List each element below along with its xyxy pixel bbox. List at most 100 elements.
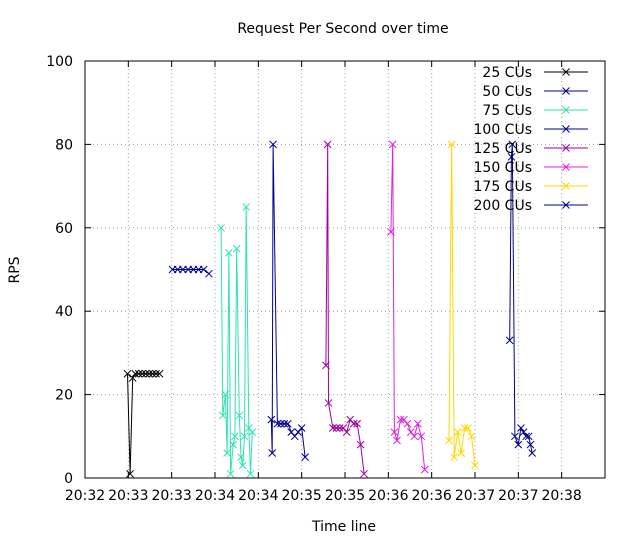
y-tick-label: 40 (55, 304, 73, 320)
x-tick-label: 20:38 (541, 488, 581, 504)
data-point (126, 469, 134, 478)
legend-entry: 175 CUs (474, 179, 588, 195)
data-point (217, 223, 225, 232)
data-point (388, 140, 397, 149)
data-point (342, 428, 351, 436)
x-tick-label: 20:33 (151, 488, 191, 504)
data-point (246, 469, 255, 478)
legend-entry: 25 CUs (482, 65, 588, 81)
legend-label: 150 CUs (474, 160, 533, 176)
data-point (528, 449, 537, 457)
legend-label: 175 CUs (474, 179, 533, 195)
data-point (445, 436, 453, 445)
data-point (229, 440, 238, 449)
data-point (522, 432, 530, 441)
data-point (267, 415, 276, 424)
legend-entry: 125 CUs (474, 141, 588, 157)
chart-title: Request Per Second over time (237, 21, 448, 37)
data-point (238, 461, 247, 470)
x-tick-label: 20:36 (411, 488, 451, 504)
data-point (152, 369, 160, 378)
data-point (277, 419, 285, 428)
data-point (235, 411, 244, 420)
legend-label: 125 CUs (474, 141, 533, 157)
data-point (413, 419, 422, 428)
data-point (396, 415, 405, 424)
legend-label: 75 CUs (482, 103, 532, 119)
legend-label: 50 CUs (482, 84, 532, 100)
data-point (148, 369, 157, 378)
data-point (524, 432, 533, 441)
y-tick-label: 100 (46, 54, 73, 70)
data-point (329, 424, 337, 432)
data-point (457, 449, 465, 457)
data-point (353, 419, 361, 428)
data-point (242, 203, 251, 211)
data-point (467, 432, 476, 441)
series-6 (387, 140, 429, 474)
data-point (324, 399, 333, 407)
data-point (393, 436, 401, 445)
data-point (335, 424, 344, 432)
series-7 (445, 140, 479, 470)
data-point (199, 265, 208, 274)
data-point (131, 369, 140, 378)
y-tick-label: 60 (55, 221, 73, 237)
data-point (123, 369, 132, 378)
series-2 (168, 265, 213, 278)
legend-marker (562, 87, 570, 95)
data-point (226, 469, 235, 478)
grid (85, 61, 605, 478)
y-tick-label: 20 (55, 388, 73, 404)
data-point (511, 432, 519, 441)
data-point (517, 424, 525, 432)
legend-marker (562, 106, 570, 114)
data-point (508, 140, 517, 149)
x-tick-label: 20:36 (368, 488, 408, 504)
y-tick-label: 80 (55, 137, 73, 153)
legend-entry: 100 CUs (474, 122, 588, 138)
data-point (360, 469, 368, 478)
legend-marker (562, 125, 570, 133)
data-point (232, 244, 241, 253)
data-point (507, 153, 516, 161)
x-tick-label: 20:37 (498, 488, 538, 504)
legend-marker (562, 68, 570, 76)
x-tick-label: 20:33 (108, 488, 148, 504)
data-point (460, 424, 469, 432)
legend-marker (562, 182, 570, 190)
y-tick-label: 0 (64, 471, 73, 487)
data-point (464, 424, 472, 432)
data-point (453, 428, 462, 436)
legend-entry: 50 CUs (482, 84, 588, 100)
data-point (390, 428, 399, 436)
x-axis-label: Time line (311, 519, 376, 535)
legend: 25 CUs 50 CUs 75 CUs 100 CUs 125 CUs 150 CUs 1… (474, 65, 588, 214)
series-5 (322, 140, 368, 478)
data-point (297, 424, 306, 432)
y-axis-label: RPS (7, 256, 23, 283)
data-point (231, 432, 239, 441)
data-point (268, 449, 277, 457)
data-point (225, 248, 233, 257)
x-tick-label: 20:35 (281, 488, 321, 504)
data-point (248, 428, 257, 436)
data-point (280, 419, 289, 428)
data-point (410, 432, 419, 441)
series-lines (123, 140, 537, 478)
data-point (322, 361, 330, 370)
data-point (323, 140, 332, 149)
axes: 20:32 20:33 20:33 20:34 20:34 20:35 20:35 20:36… (46, 54, 606, 504)
data-point (471, 461, 479, 470)
legend-marker (562, 163, 570, 171)
data-point (417, 432, 426, 441)
data-point (273, 419, 282, 428)
data-point (526, 440, 535, 449)
data-point (145, 369, 153, 378)
x-tick-label: 20:35 (325, 488, 365, 504)
data-point (519, 428, 528, 436)
data-point (134, 369, 143, 378)
data-point (237, 453, 245, 462)
